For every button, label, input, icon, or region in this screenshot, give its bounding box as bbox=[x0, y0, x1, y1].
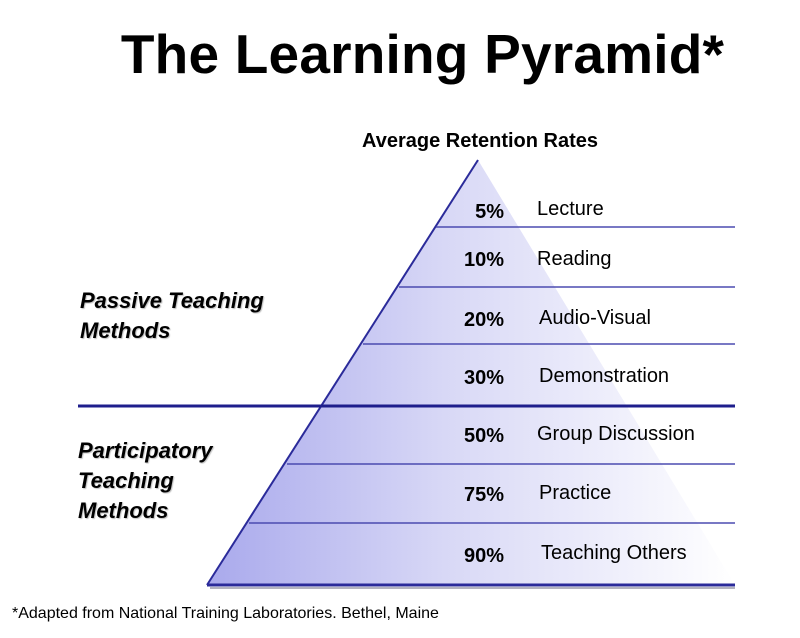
level-method: Demonstration bbox=[539, 365, 670, 387]
level-pct: 30% bbox=[463, 367, 504, 389]
source-footnote: *Adapted from National Training Laborato… bbox=[12, 605, 439, 622]
passive-methods-label: Passive Teaching Methods bbox=[80, 286, 264, 346]
level-method: Audio-Visual bbox=[539, 307, 651, 329]
level-pct: 10% bbox=[463, 249, 504, 271]
participatory-methods-label: Participatory Teaching Methods bbox=[78, 436, 213, 526]
level-method: Reading bbox=[537, 248, 612, 270]
passive-label-line-2: Methods bbox=[80, 318, 171, 343]
pyramid-body bbox=[207, 160, 735, 585]
level-pct: 50% bbox=[463, 425, 504, 447]
level-method: Group Discussion bbox=[537, 423, 695, 445]
level-pct: 20% bbox=[463, 309, 504, 331]
level-method: Lecture bbox=[537, 198, 604, 220]
participatory-label-line-3: Methods bbox=[78, 498, 169, 523]
page-title: The Learning Pyramid* bbox=[120, 23, 725, 85]
level-pct: 75% bbox=[463, 484, 504, 506]
participatory-label-line-1: Participatory bbox=[78, 438, 213, 463]
pyramid-left-edge bbox=[206, 159, 479, 586]
retention-rates-heading: Average Retention Rates bbox=[362, 130, 598, 152]
level-method: Practice bbox=[539, 482, 612, 504]
passive-label-line-1: Passive Teaching bbox=[80, 288, 264, 313]
level-pct: 90% bbox=[463, 545, 504, 567]
level-method: Teaching Others bbox=[541, 542, 687, 564]
participatory-label-line-2: Teaching bbox=[78, 468, 174, 493]
level-pct: 5% bbox=[475, 201, 504, 223]
